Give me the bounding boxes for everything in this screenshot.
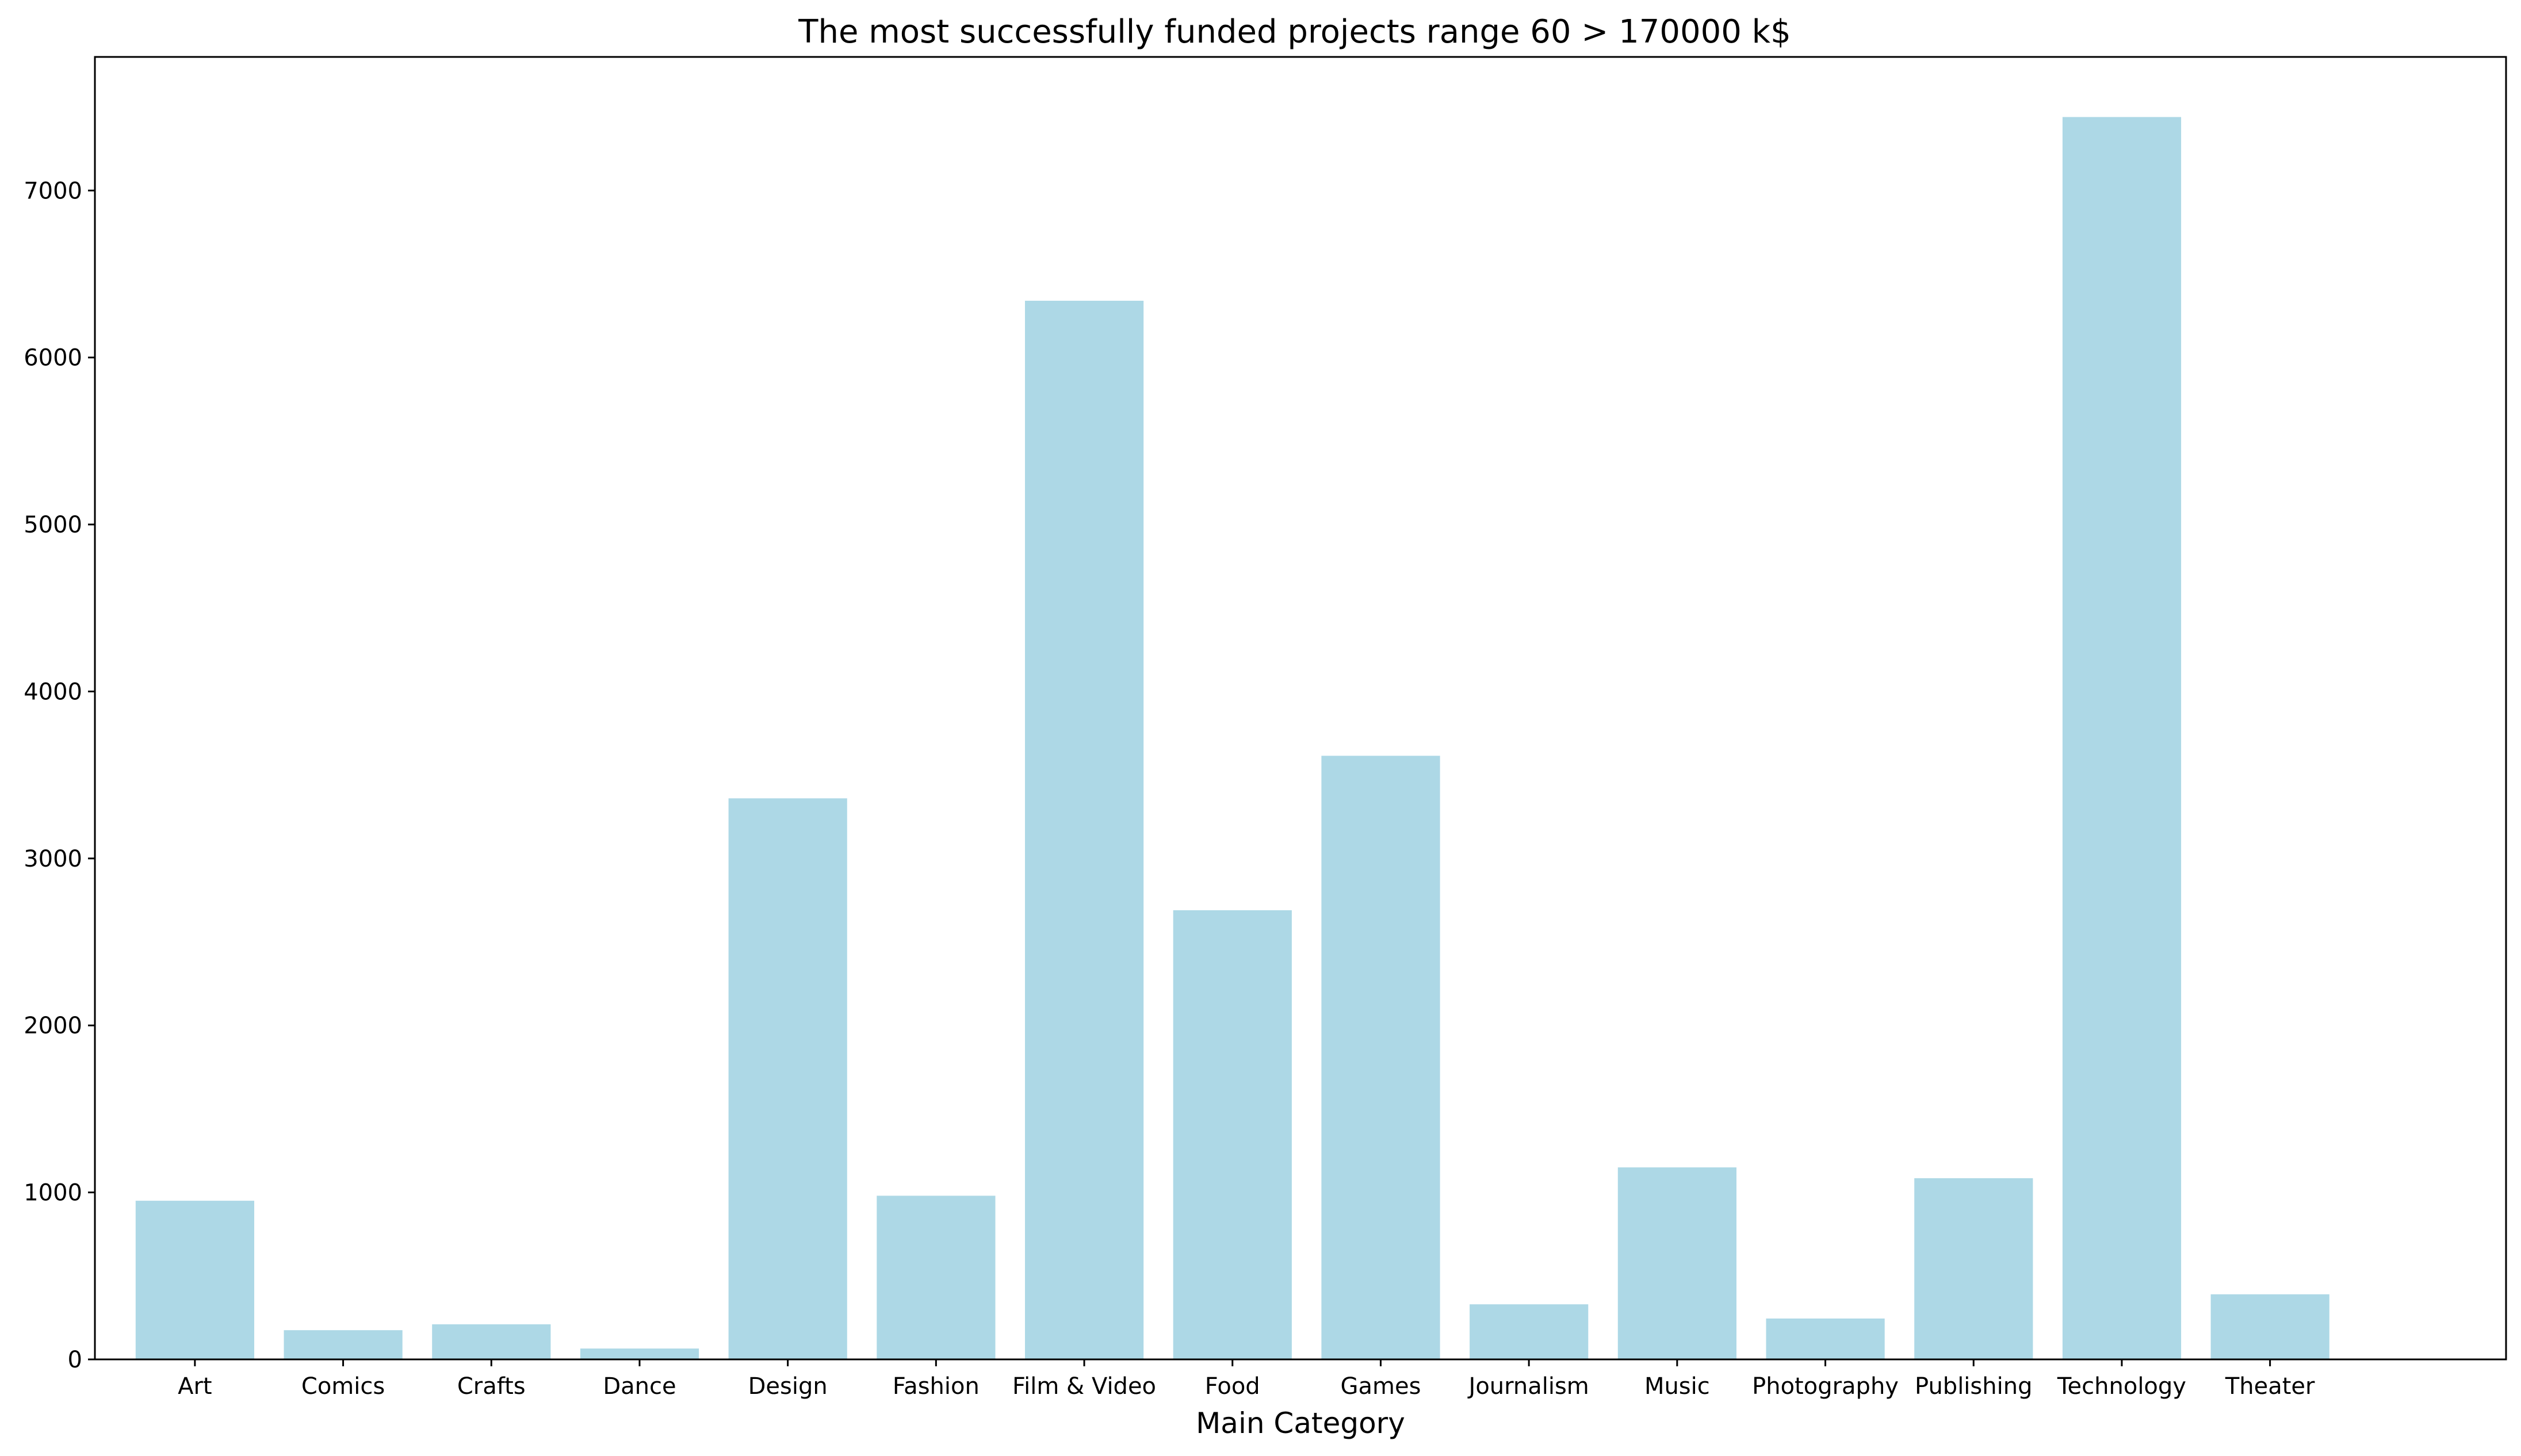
bar-art — [135, 1201, 254, 1359]
bar-technology — [2062, 117, 2182, 1359]
x-axis-ticks: Art Comics Crafts Dance Design Fashion Film & … — [178, 1359, 2315, 1400]
y-tick-label: 6000 — [24, 345, 82, 371]
bar-games — [1321, 756, 1440, 1359]
bar-fashion — [877, 1196, 996, 1359]
x-tick-label: Crafts — [457, 1373, 526, 1400]
x-tick-label: Technology — [2057, 1373, 2186, 1400]
x-tick-label: Games — [1340, 1373, 1421, 1400]
x-tick-label: Photography — [1752, 1373, 1899, 1400]
x-tick-label: Fashion — [893, 1373, 980, 1400]
x-tick-label: Music — [1644, 1373, 1710, 1400]
bar-food — [1173, 910, 1292, 1359]
y-tick-label: 7000 — [24, 178, 82, 204]
x-tick-label: Film & Video — [1012, 1373, 1156, 1400]
bar-design — [728, 798, 847, 1359]
y-axis-ticks: 0 1000 2000 3000 4000 5000 6000 7000 — [24, 178, 95, 1373]
bar-publishing — [1914, 1178, 2033, 1359]
y-tick-label: 4000 — [24, 679, 82, 705]
x-tick-label: Publishing — [1915, 1373, 2032, 1400]
bars-group — [135, 117, 2329, 1360]
bar-dance — [580, 1348, 699, 1359]
x-tick-label: Design — [748, 1373, 828, 1400]
bar-film-video — [1025, 301, 1144, 1359]
x-tick-label: Theater — [2225, 1373, 2315, 1400]
y-tick-label: 2000 — [24, 1013, 82, 1039]
x-tick-label: Comics — [301, 1373, 385, 1400]
x-axis-label: Main Category — [1196, 1407, 1405, 1440]
plot-frame — [94, 56, 2507, 1361]
y-tick-label: 3000 — [24, 846, 82, 872]
y-tick-label: 5000 — [24, 512, 82, 538]
bar-music — [1617, 1167, 1736, 1359]
x-tick-label: Food — [1205, 1373, 1260, 1400]
bar-journalism — [1470, 1304, 1589, 1359]
bar-photography — [1766, 1318, 1885, 1359]
y-tick-label: 0 — [68, 1347, 82, 1373]
bar-comics — [284, 1330, 403, 1359]
x-tick-label: Journalism — [1467, 1373, 1589, 1400]
y-tick-label: 1000 — [24, 1180, 82, 1206]
bar-crafts — [432, 1324, 551, 1359]
chart-title: The most successfully funded projects ra… — [798, 13, 1791, 51]
x-tick-label: Dance — [603, 1373, 676, 1400]
x-tick-label: Art — [178, 1373, 212, 1400]
bar-theater — [2210, 1294, 2329, 1360]
